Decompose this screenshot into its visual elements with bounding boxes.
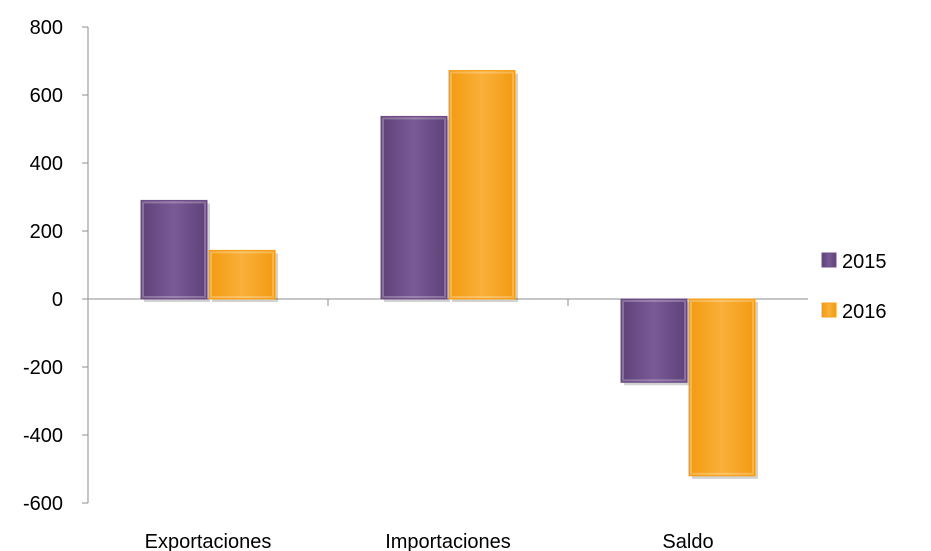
y-tick-label: -200 — [23, 357, 63, 379]
y-tick-label: 600 — [30, 85, 63, 107]
bar-2016-saldo — [688, 298, 756, 477]
bar-bevel — [142, 201, 206, 298]
y-tick-label: 800 — [30, 17, 63, 39]
bar-2015-importaciones — [380, 115, 448, 300]
bar-2016-exportaciones — [208, 249, 276, 300]
chart-labels: 800 600 400 200 0 -200 -400 -600 Exportaciones Im… — [23, 17, 714, 551]
chart-bars — [140, 70, 758, 479]
legend-label-2016: 2016 — [842, 301, 887, 323]
y-tick-label: 200 — [30, 221, 63, 243]
legend-swatch-2016 — [821, 302, 837, 318]
y-tick-label: -400 — [23, 425, 63, 447]
y-tick-label: 0 — [52, 289, 63, 311]
chart-legend: 2015 2016 — [821, 251, 887, 323]
legend-label-2015: 2015 — [842, 251, 887, 273]
bar-2015-exportaciones — [140, 199, 208, 300]
bar-bevel — [210, 251, 274, 299]
x-tick-label: Importaciones — [385, 531, 511, 551]
bar-bevel — [690, 300, 754, 475]
bar-bevel — [450, 71, 514, 298]
bar-bevel — [622, 300, 686, 382]
y-tick-label: 400 — [30, 153, 63, 175]
bar-bevel — [382, 117, 446, 298]
x-tick-label: Saldo — [662, 531, 713, 551]
bar-2016-importaciones — [448, 70, 516, 300]
legend-swatch-2015 — [821, 252, 837, 268]
y-tick-label: -600 — [23, 493, 63, 515]
bar-2015-saldo — [620, 298, 688, 383]
chart-axes — [82, 26, 808, 504]
x-tick-label: Exportaciones — [145, 531, 272, 551]
